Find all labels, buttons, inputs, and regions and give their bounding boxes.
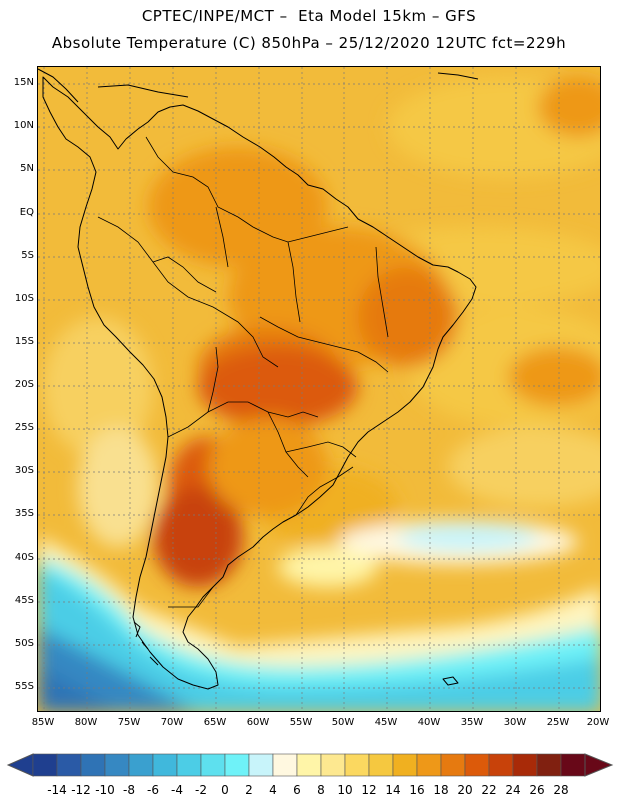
colorbar-cell <box>512 753 538 777</box>
colorbar-tick-label: 12 <box>361 783 377 797</box>
colorbar-cell <box>464 753 490 777</box>
lat-label-55s: 55S <box>14 681 34 692</box>
colorbar-tick-label: 24 <box>505 783 521 797</box>
colorbar-cell <box>392 753 418 777</box>
lon-label-25w: 25W <box>546 717 570 728</box>
colorbar-tick-label: 14 <box>385 783 401 797</box>
colorbar-tick-label: -6 <box>147 783 159 797</box>
colorbar-cell <box>248 753 274 777</box>
colorbar-cell <box>320 753 346 777</box>
colorbar-cell <box>104 753 130 777</box>
colorbar-tick-label: 26 <box>529 783 545 797</box>
lat-label-eq: EQ <box>19 207 34 218</box>
lat-label-15n: 15N <box>13 77 34 88</box>
colorbar-tick-label: -12 <box>71 783 91 797</box>
colorbar-tick-label: -8 <box>123 783 135 797</box>
colorbar-tick-label: 4 <box>269 783 277 797</box>
lat-label-40s: 40S <box>14 552 34 563</box>
colorbar-tick-label: -14 <box>47 783 67 797</box>
lon-label-55w: 55W <box>289 717 313 728</box>
colorbar-cell <box>224 753 250 777</box>
lat-label-25s: 25S <box>14 422 34 433</box>
lat-label-20s: 20S <box>14 379 34 390</box>
colorbar-cell <box>536 753 562 777</box>
colorbar-cell <box>488 753 514 777</box>
lon-label-45w: 45W <box>374 717 398 728</box>
colorbar-cell <box>368 753 394 777</box>
coastlines <box>38 68 479 690</box>
lon-label-60w: 60W <box>246 717 270 728</box>
colorbar-arrow-high <box>584 753 614 777</box>
colorbar-tick-label: 8 <box>317 783 325 797</box>
colorbar-tick-label: 16 <box>409 783 425 797</box>
lon-label-75w: 75W <box>117 717 141 728</box>
colorbar-tick-label: 6 <box>293 783 301 797</box>
lon-label-65w: 65W <box>203 717 227 728</box>
lon-label-50w: 50W <box>331 717 355 728</box>
colorbar-cell <box>32 753 58 777</box>
lat-label-35s: 35S <box>14 508 34 519</box>
lon-label-80w: 80W <box>74 717 98 728</box>
lat-label-5n: 5N <box>20 163 34 174</box>
colorbar-cell <box>152 753 178 777</box>
lon-label-35w: 35W <box>460 717 484 728</box>
lon-label-85w: 85W <box>31 717 55 728</box>
colorbar-tick-label: -2 <box>195 783 207 797</box>
lat-label-5s: 5S <box>21 250 34 261</box>
colorbar-cell <box>296 753 322 777</box>
lat-label-15s: 15S <box>14 336 34 347</box>
country-borders <box>97 136 389 608</box>
colorbar-cell <box>272 753 298 777</box>
lon-label-20w: 20W <box>586 717 610 728</box>
colorbar-tick-label: -4 <box>171 783 183 797</box>
colorbar-cell <box>56 753 82 777</box>
title-line-1: CPTEC/INPE/MCT – Eta Model 15km – GFS <box>141 7 477 25</box>
colorbar-tick-label: 20 <box>457 783 473 797</box>
colorbar-tick-label: 18 <box>433 783 449 797</box>
lon-label-70w: 70W <box>160 717 184 728</box>
colorbar-cell <box>176 753 202 777</box>
colorbar-tick-label: 28 <box>553 783 569 797</box>
graticule <box>38 67 600 711</box>
colorbar-tick-label: 2 <box>245 783 253 797</box>
lat-label-50s: 50S <box>14 638 34 649</box>
colorbar-cell <box>440 753 466 777</box>
colorbar-arrow-low <box>6 753 34 777</box>
lat-label-30s: 30S <box>14 465 34 476</box>
lat-label-10n: 10N <box>13 120 34 131</box>
lat-label-10s: 10S <box>14 293 34 304</box>
title-line-2: Absolute Temperature (C) 850hPa – 25/12/… <box>51 34 567 52</box>
colorbar-tick-label: 22 <box>481 783 497 797</box>
colorbar-tick-label: 10 <box>337 783 353 797</box>
colorbar-cell <box>344 753 370 777</box>
colorbar-cell <box>560 753 586 777</box>
colorbar-cell <box>200 753 226 777</box>
colorbar-cell <box>416 753 442 777</box>
lon-label-40w: 40W <box>417 717 441 728</box>
colorbar-tick-label: 0 <box>221 783 229 797</box>
map-canvas <box>38 67 600 711</box>
colorbar-tick-label: -10 <box>95 783 115 797</box>
colorbar-cell <box>80 753 106 777</box>
temperature-map[interactable] <box>37 66 601 712</box>
colorbar-cell <box>128 753 154 777</box>
lat-label-45s: 45S <box>14 595 34 606</box>
colorbar <box>6 753 614 777</box>
lon-label-30w: 30W <box>503 717 527 728</box>
